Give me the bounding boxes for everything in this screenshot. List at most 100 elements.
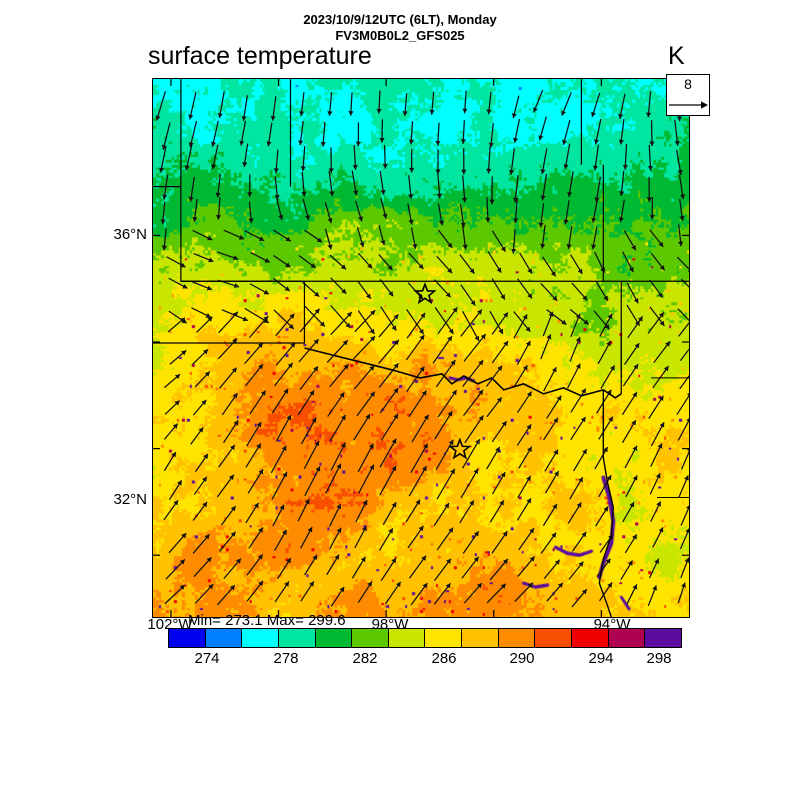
wind-vector-arrow xyxy=(540,224,546,249)
wind-vector-arrow xyxy=(330,311,353,336)
wind-vector-arrow xyxy=(624,342,640,365)
colorbar[interactable] xyxy=(168,628,682,648)
wind-vector-arrow xyxy=(540,334,552,360)
wind-vector-arrow xyxy=(486,146,492,174)
wind-vector-arrow xyxy=(330,442,346,471)
wind-vector-arrow xyxy=(297,498,310,522)
wind-vector-arrow xyxy=(245,363,264,387)
wind-vector-arrow xyxy=(618,93,626,119)
wind-vector-arrow xyxy=(405,334,425,361)
wind-vector-arrow xyxy=(380,557,397,581)
wind-vector-arrow xyxy=(460,284,476,306)
wind-vector-arrow xyxy=(561,120,571,146)
wind-vector-arrow xyxy=(329,503,342,527)
wind-vector-arrow xyxy=(543,366,557,392)
wind-vector-arrow xyxy=(330,304,351,329)
map-plot-area[interactable] xyxy=(152,78,690,618)
wind-vector-arrow xyxy=(379,119,385,143)
model-name-line: FV3M0B0L2_GFS025 xyxy=(335,28,465,43)
wind-vector-arrow xyxy=(325,463,342,494)
wind-scale-value: 8 xyxy=(684,76,692,92)
wind-vector-arrow xyxy=(593,310,610,330)
wind-vector-arrow xyxy=(324,202,333,224)
wind-vector-arrow xyxy=(376,90,382,114)
lon-axis-label: 102°W xyxy=(147,616,193,633)
wind-vector-arrow xyxy=(196,316,213,333)
wind-vector-arrow xyxy=(486,91,492,115)
wind-vector-arrow xyxy=(406,312,426,339)
wind-vector-arrow xyxy=(571,531,587,552)
wind-vector-arrow xyxy=(246,580,264,602)
wind-vector-arrow xyxy=(223,419,239,444)
colorbar-segment xyxy=(462,629,499,647)
wind-vector-arrow xyxy=(570,313,581,338)
wind-vector-arrow xyxy=(299,308,321,333)
wind-vector-arrow xyxy=(571,588,588,608)
colorbar-segment xyxy=(572,629,609,647)
wind-vector-arrow xyxy=(678,174,686,200)
wind-vector-arrow xyxy=(245,443,262,468)
wind-vector-arrow xyxy=(330,277,347,295)
wind-vector-arrow xyxy=(650,501,662,522)
wind-vector-arrow xyxy=(242,143,249,167)
wind-vector-arrow xyxy=(543,559,561,580)
wind-vector-arrow xyxy=(382,501,397,525)
wind-vector-arrow xyxy=(620,560,634,581)
wind-vector-arrow xyxy=(435,439,454,471)
wind-vector-arrow xyxy=(518,446,533,469)
page-title: surface temperature xyxy=(148,42,372,70)
wind-vector-arrow xyxy=(519,252,533,274)
colorbar-segment xyxy=(388,629,426,647)
wind-vector-arrow xyxy=(378,224,386,246)
wind-vector-arrow xyxy=(489,558,509,581)
wind-vector-arrow xyxy=(272,504,285,527)
wind-vector-arrow xyxy=(591,226,598,250)
wind-vector-arrow xyxy=(161,122,171,150)
colorbar-segment xyxy=(535,629,573,647)
wind-vector-arrow xyxy=(194,371,211,388)
wind-vector-arrow xyxy=(599,582,613,602)
wind-vector-arrow xyxy=(511,229,517,254)
wind-vector-arrow xyxy=(623,230,637,251)
lat-axis-label: 32°N xyxy=(113,491,147,508)
colorbar-tick-label: 290 xyxy=(509,650,535,667)
wind-vector-arrow xyxy=(241,95,248,121)
wind-vector-arrow xyxy=(433,279,452,298)
wind-vector-arrow xyxy=(407,525,424,549)
wind-vector-arrow xyxy=(246,421,262,447)
wind-vector-arrow xyxy=(379,387,399,414)
wind-vector-arrow xyxy=(546,309,567,326)
wind-vector-arrow xyxy=(434,306,454,335)
wind-vector-arrow xyxy=(380,306,397,331)
wind-vector-arrow xyxy=(648,558,660,579)
wind-vector-arrow xyxy=(379,465,397,496)
wind-vector-arrow xyxy=(304,229,323,243)
wind-vector-arrow xyxy=(598,416,614,440)
wind-vector-arrow xyxy=(155,90,167,121)
wind-vector-arrow xyxy=(272,277,291,292)
wind-vector-arrow xyxy=(166,256,186,268)
wind-vector-arrow xyxy=(542,503,558,527)
wind-vector-arrow xyxy=(679,348,689,362)
wind-vector-arrow xyxy=(244,342,264,365)
wind-vector-arrow xyxy=(563,200,570,225)
wind-vector-arrow xyxy=(679,527,689,550)
wind-vector-arrow xyxy=(624,445,638,469)
wind-vector-arrow xyxy=(159,146,167,173)
wind-vector-arrow xyxy=(678,475,689,498)
wind-vector-arrow xyxy=(194,583,214,604)
wind-vector-arrow xyxy=(328,527,342,550)
wind-vector-arrow xyxy=(215,173,221,198)
colorbar-segment xyxy=(645,629,681,647)
wind-vector-arrow xyxy=(218,367,238,389)
wind-vector-arrow xyxy=(463,582,483,604)
wind-vector-arrow xyxy=(188,120,198,148)
wind-vector-arrow xyxy=(190,427,204,445)
wind-vector-arrow xyxy=(676,393,689,415)
wind-vector-arrow xyxy=(248,201,254,224)
wind-vector-arrow xyxy=(301,171,307,197)
wind-vector-arrow xyxy=(488,123,494,148)
wind-vector-arrow xyxy=(646,176,652,202)
wind-vector-arrow xyxy=(329,414,347,441)
